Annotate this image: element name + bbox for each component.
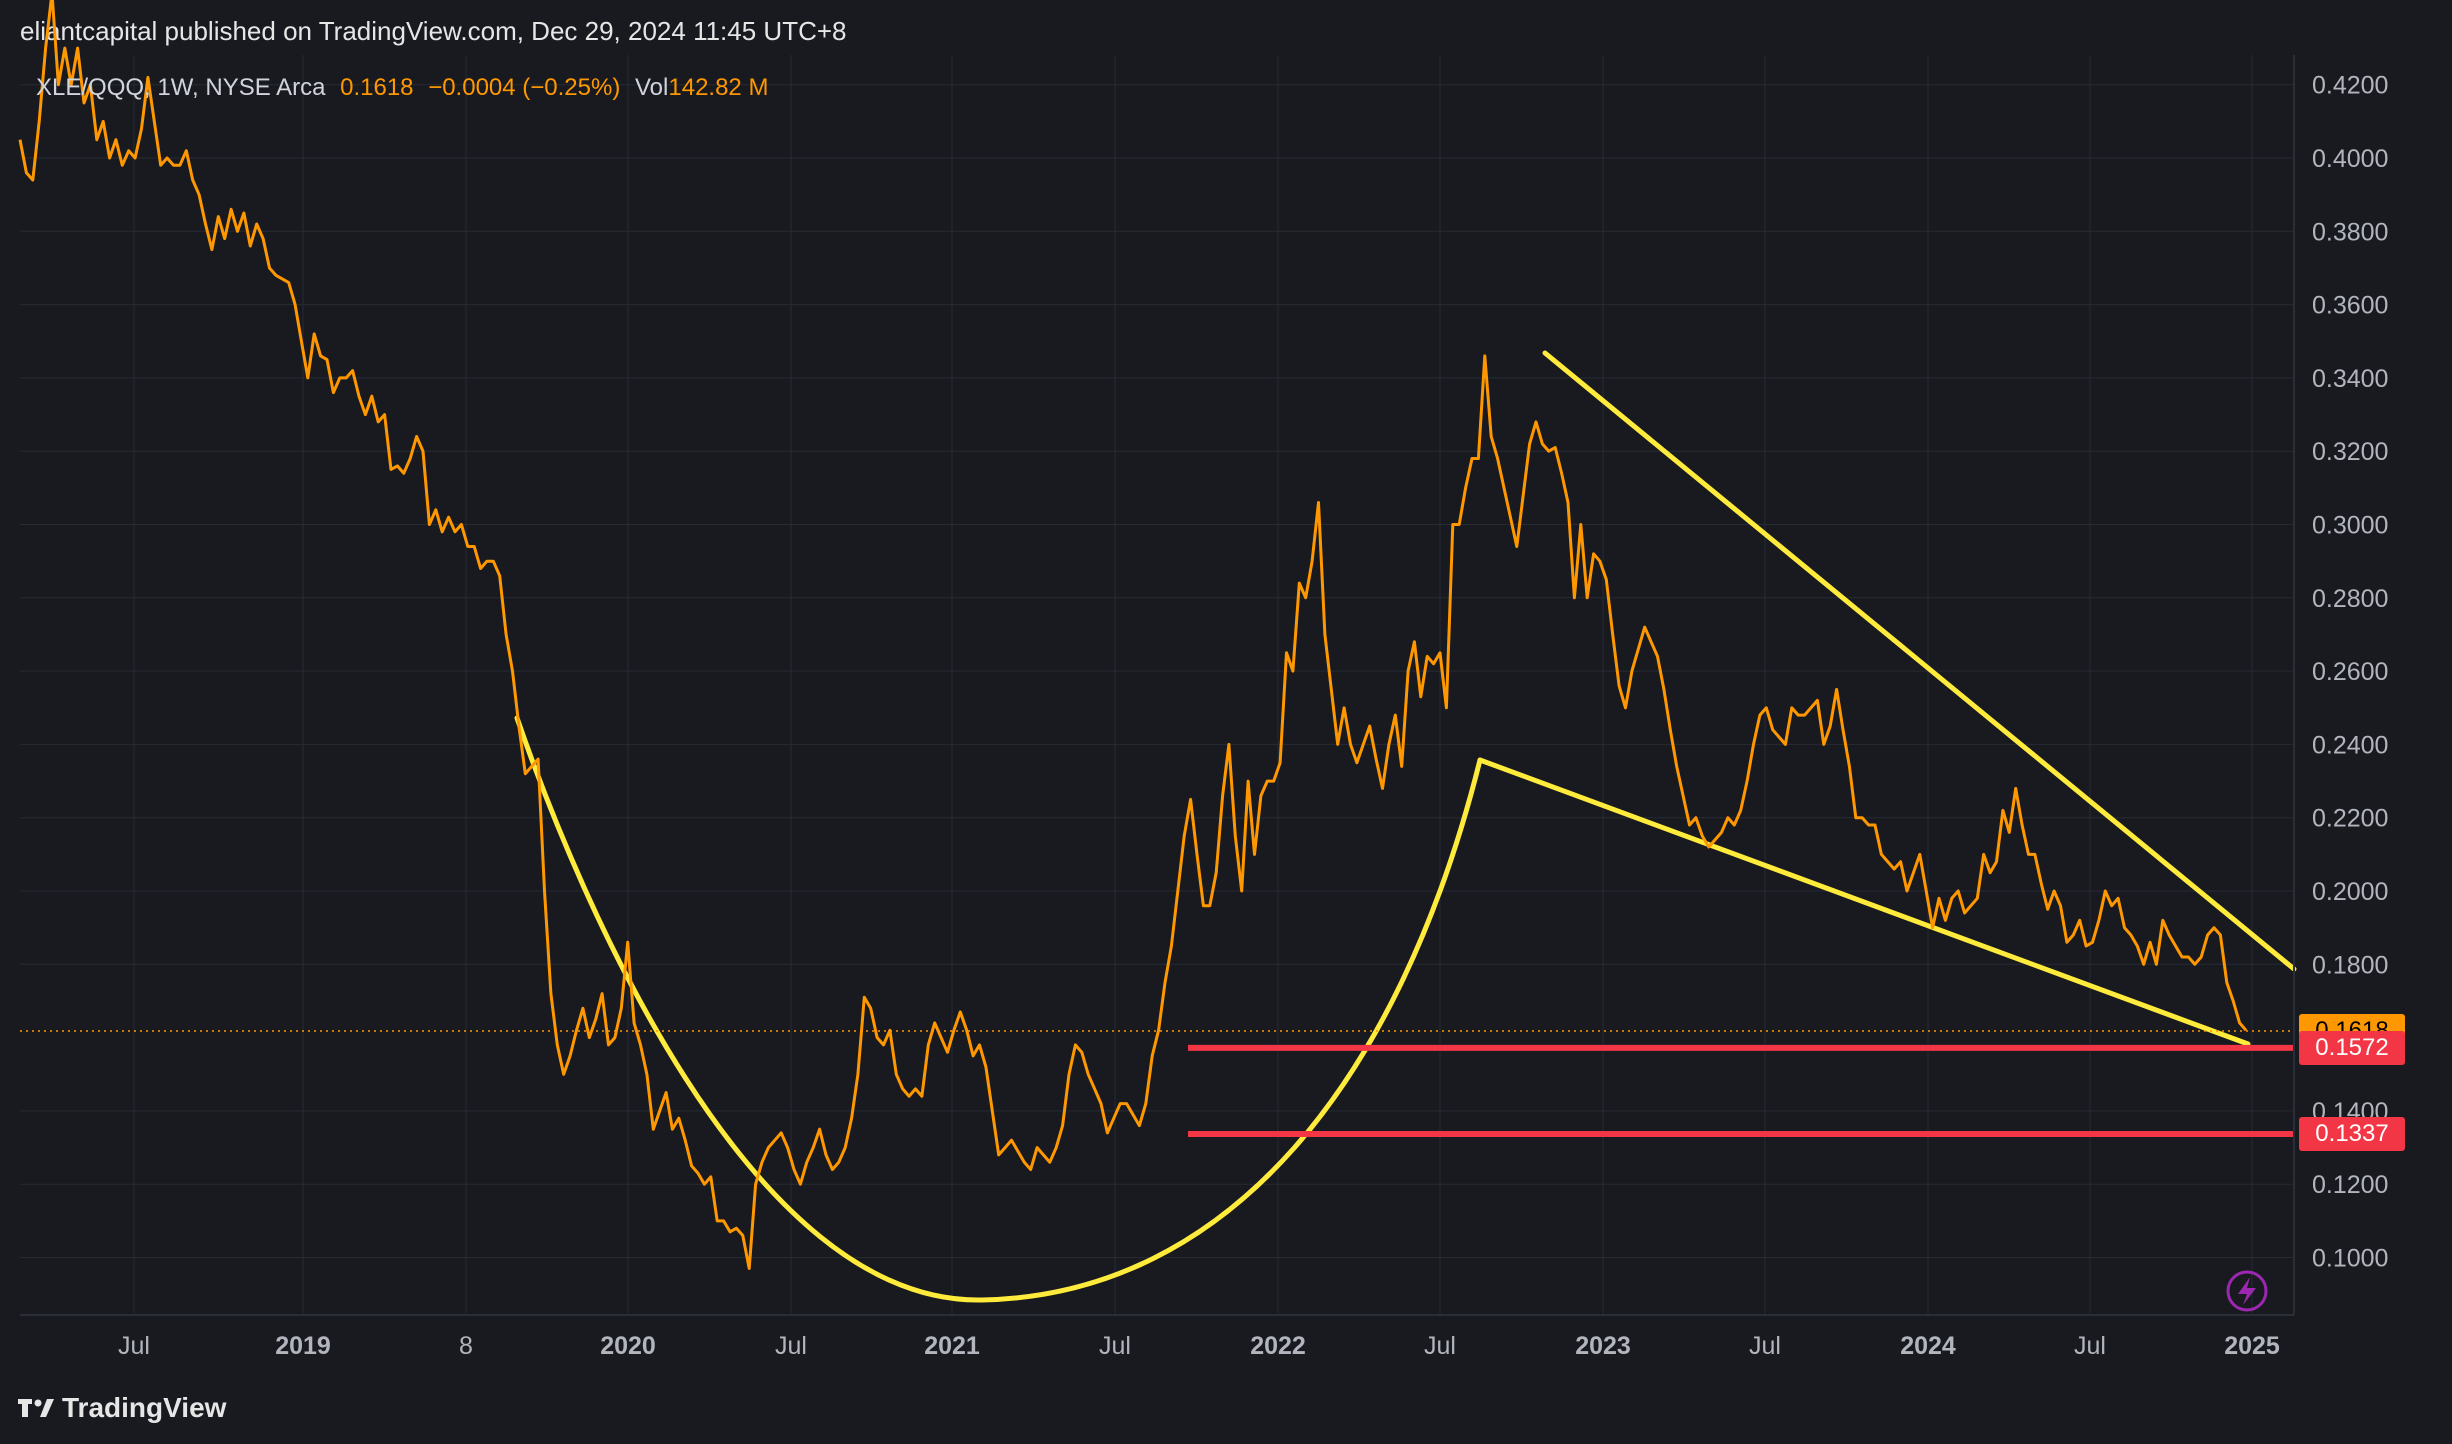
y-tick-label: 0.1200: [2312, 1171, 2388, 1199]
y-tick-label: 0.1000: [2312, 1245, 2388, 1273]
x-tick-label: Jul: [775, 1332, 807, 1360]
brand-name: TradingView: [62, 1392, 227, 1423]
x-tick-label: 2024: [1900, 1332, 1956, 1360]
y-tick-label: 0.4000: [2312, 145, 2388, 173]
y-tick-label: 0.2800: [2312, 585, 2388, 613]
y-tick-label: 0.3200: [2312, 438, 2388, 466]
y-tick-label: 0.1800: [2312, 951, 2388, 979]
y-tick-label: 0.3800: [2312, 218, 2388, 246]
symbol-name[interactable]: XLE/QQQ, 1W, NYSE Arca: [36, 74, 326, 101]
y-tick-label: 0.2400: [2312, 731, 2388, 759]
symbol-legend[interactable]: XLE/QQQ, 1W, NYSE Arca 0.1618 −0.0004 (−…: [36, 74, 776, 102]
y-tick-label: 0.2600: [2312, 658, 2388, 686]
last-value: 0.1618: [340, 74, 414, 101]
x-axis[interactable]: Jul 2019 8 2020 Jul 2021 Jul 2022 Jul 2023 Jul 2024…: [20, 1314, 2294, 1360]
plot-area: [20, 55, 2294, 1315]
x-tick-label: 2023: [1575, 1332, 1631, 1360]
price-series-line: [18, 0, 2248, 1270]
support-price-tag: 0.1572: [2299, 1030, 2405, 1065]
y-tick-label: 0.2000: [2312, 878, 2388, 906]
y-tick-label: 0.3600: [2312, 292, 2388, 320]
change-value: −0.0004 (−0.25%): [428, 74, 621, 101]
x-tick-label: 2025: [2224, 1332, 2280, 1360]
rounded-bottom-curve[interactable]: [514, 715, 1483, 1303]
support-price-tag: 0.1337: [2299, 1116, 2405, 1151]
lightning-icon[interactable]: [2226, 1270, 2268, 1312]
x-tick-label: 2022: [1250, 1332, 1306, 1360]
x-tick-label: 2020: [600, 1332, 656, 1360]
publish-header: eliantcapital published on TradingView.c…: [0, 0, 2452, 52]
x-tick-label: Jul: [1424, 1332, 1456, 1360]
y-tick-label: 0.3400: [2312, 365, 2388, 393]
x-tick-label: 8: [459, 1332, 473, 1360]
x-tick-label: 2021: [924, 1332, 980, 1360]
publish-info: eliantcapital published on TradingView.c…: [20, 16, 847, 46]
y-tick-label: 0.3000: [2312, 512, 2388, 540]
volume-value: 142.82 M: [668, 74, 769, 101]
tradingview-icon: [18, 1399, 54, 1417]
x-tick-label: Jul: [1749, 1332, 1781, 1360]
y-tick-label: 0.4200: [2312, 72, 2388, 100]
wedge-lower-line[interactable]: [1477, 757, 2251, 1047]
grid: [20, 55, 2294, 1315]
y-tick-label: 0.2200: [2312, 805, 2388, 833]
support-lines: [1188, 1044, 2294, 1137]
pattern-annotations: [514, 350, 2297, 1303]
tradingview-logo[interactable]: TradingView: [18, 1392, 226, 1424]
x-tick-label: 2019: [275, 1332, 331, 1360]
x-tick-label: Jul: [118, 1332, 150, 1360]
x-tick-label: Jul: [1099, 1332, 1131, 1360]
wedge-upper-line[interactable]: [1542, 350, 2297, 972]
x-tick-label: Jul: [2074, 1332, 2106, 1360]
volume-label: Vol: [635, 74, 669, 101]
footer: [0, 1375, 2452, 1444]
